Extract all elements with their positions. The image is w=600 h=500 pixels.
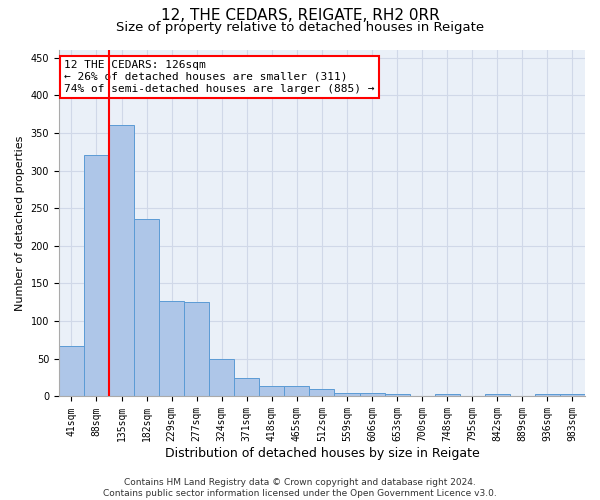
Text: 12 THE CEDARS: 126sqm
← 26% of detached houses are smaller (311)
74% of semi-det: 12 THE CEDARS: 126sqm ← 26% of detached … [64, 60, 374, 94]
Bar [359, 392, 385, 396]
Bar [109, 126, 134, 396]
Bar [485, 394, 510, 396]
Bar [159, 301, 184, 396]
Text: Size of property relative to detached houses in Reigate: Size of property relative to detached ho… [116, 21, 484, 34]
Bar [209, 359, 234, 397]
Bar [310, 389, 334, 396]
Bar [535, 394, 560, 396]
Bar [334, 392, 359, 396]
Y-axis label: Number of detached properties: Number of detached properties [15, 136, 25, 311]
Bar [259, 386, 284, 396]
X-axis label: Distribution of detached houses by size in Reigate: Distribution of detached houses by size … [164, 447, 479, 460]
Bar [134, 220, 159, 396]
Text: Contains HM Land Registry data © Crown copyright and database right 2024.
Contai: Contains HM Land Registry data © Crown c… [103, 478, 497, 498]
Bar [59, 346, 84, 397]
Bar [560, 394, 585, 396]
Bar [184, 302, 209, 396]
Bar [385, 394, 410, 396]
Bar [84, 156, 109, 396]
Bar [284, 386, 310, 396]
Bar [434, 394, 460, 396]
Bar [234, 378, 259, 396]
Text: 12, THE CEDARS, REIGATE, RH2 0RR: 12, THE CEDARS, REIGATE, RH2 0RR [161, 8, 439, 22]
